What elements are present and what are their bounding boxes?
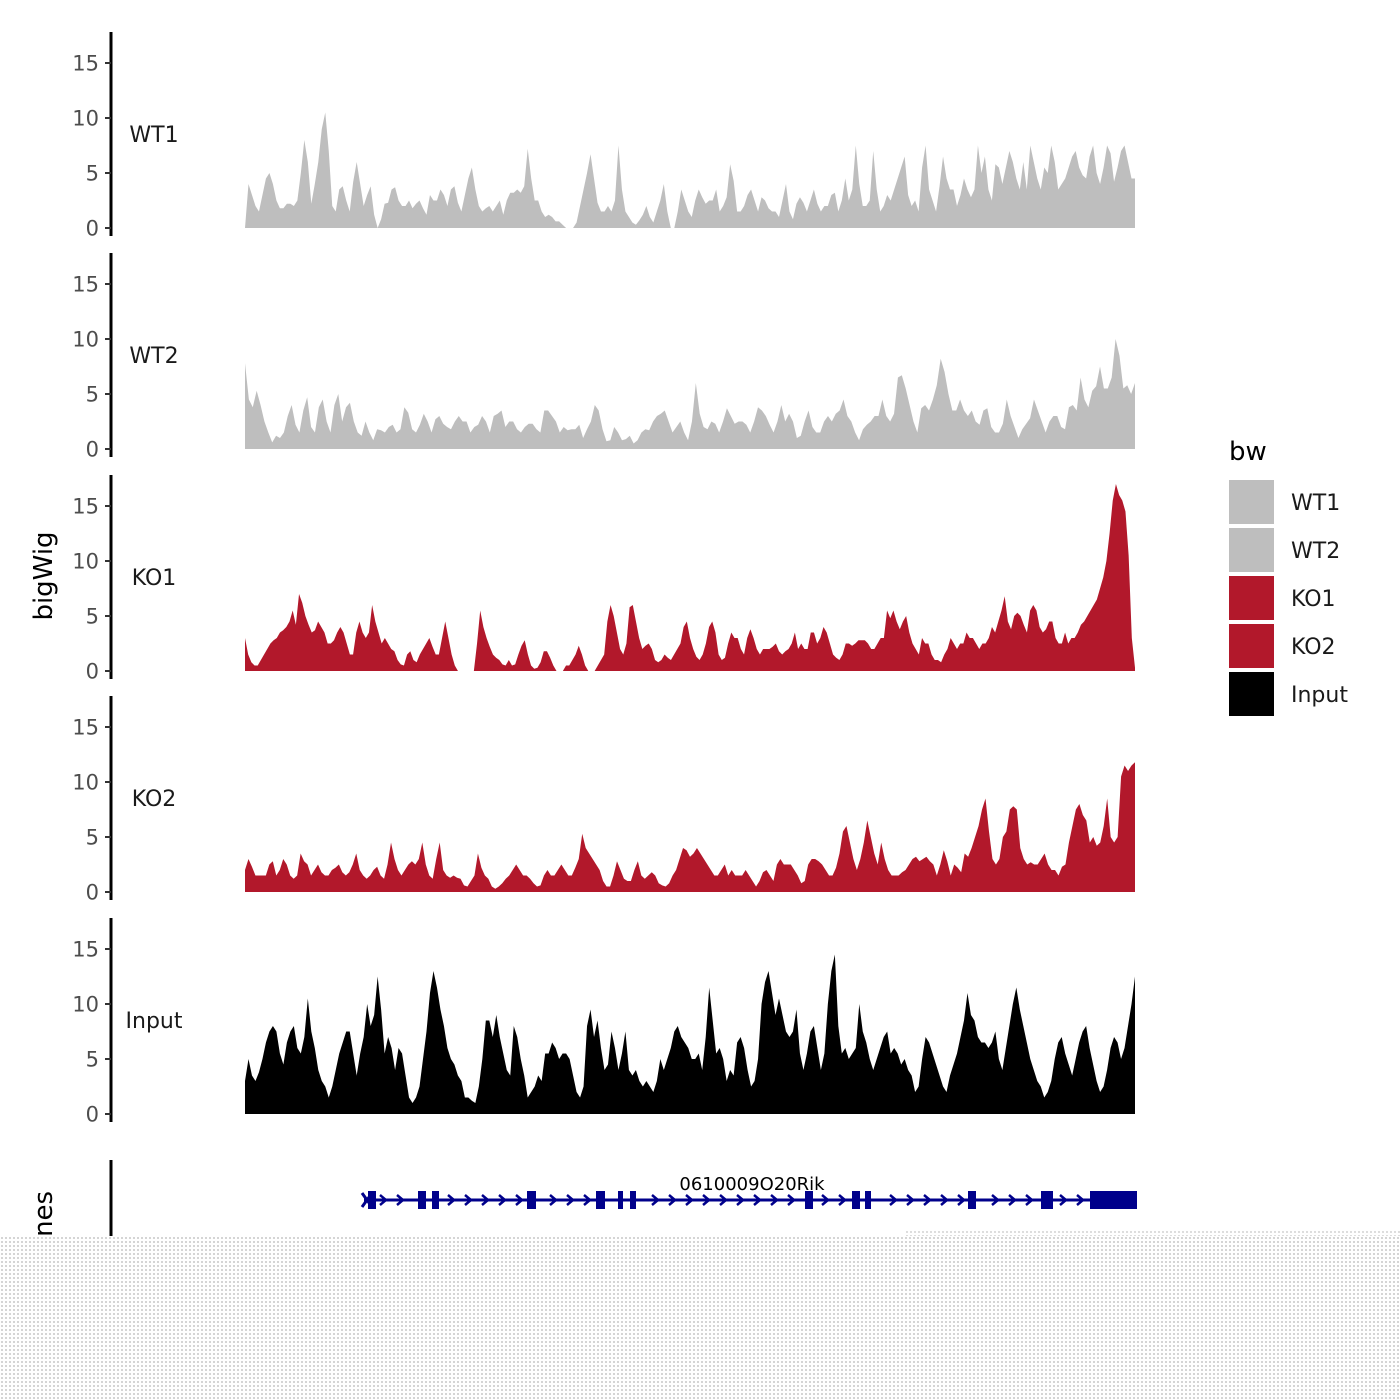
strand-arrow xyxy=(736,1194,745,1206)
strand-arrow xyxy=(583,1194,592,1206)
track-ko1: 0 5 10 15 KO1 xyxy=(72,475,1135,684)
gene-exon xyxy=(1041,1191,1053,1209)
track-label-ko2: KO2 xyxy=(132,787,177,812)
track-label-wt1: WT1 xyxy=(129,123,178,148)
gene-exon xyxy=(630,1191,636,1209)
strand-arrow xyxy=(957,1194,966,1206)
y-tick-label: 15 xyxy=(72,938,99,962)
area-ko2 xyxy=(245,762,1135,892)
y-tick-label: 0 xyxy=(86,881,99,905)
y-tick-label: 5 xyxy=(86,383,99,407)
strand-arrow xyxy=(1008,1194,1017,1206)
gene-exon xyxy=(865,1191,871,1209)
track-wt1: 0 5 10 15 WT1 xyxy=(72,32,1135,241)
dither-overlay-edge xyxy=(905,1230,1400,1238)
y-tick-label: 10 xyxy=(72,993,99,1017)
strand-arrow xyxy=(685,1194,694,1206)
coverage-tracks: 0 5 10 15 WT1 0 5 10 15 WT2 0 5 10 15 KO1 0 5 10 15 KO2 0 5 10… xyxy=(72,32,1135,1127)
y-tick-label: 15 xyxy=(72,52,99,76)
y-tick-label: 5 xyxy=(86,162,99,186)
y-tick-label: 10 xyxy=(72,771,99,795)
track-input: 0 5 10 15 Input xyxy=(72,918,1135,1127)
gene-model-0610009O20Rik xyxy=(360,1191,1137,1209)
strand-arrow xyxy=(770,1194,779,1206)
strand-arrow xyxy=(651,1194,660,1206)
y-tick-label: 10 xyxy=(72,107,99,131)
legend: bw WT1 WT2 KO1 KO2 Input xyxy=(1229,437,1348,716)
strand-arrow xyxy=(549,1194,558,1206)
legend-key-wt1 xyxy=(1229,480,1274,524)
y-tick-label: 5 xyxy=(86,1048,99,1072)
area-ko1 xyxy=(245,484,1135,671)
area-input xyxy=(245,954,1135,1114)
y-tick-label: 15 xyxy=(72,716,99,740)
strand-arrow xyxy=(498,1194,507,1206)
gene-exon xyxy=(596,1191,605,1209)
y-tick-label: 15 xyxy=(72,273,99,297)
strand-arrow xyxy=(821,1194,830,1206)
y-tick-label: 5 xyxy=(86,605,99,629)
strand-arrow xyxy=(481,1194,490,1206)
strand-arrow xyxy=(702,1194,711,1206)
gene-exon xyxy=(805,1191,813,1209)
gene-exon xyxy=(527,1191,536,1209)
strand-arrow xyxy=(940,1194,949,1206)
strand-arrow xyxy=(889,1194,898,1206)
y-tick-label: 0 xyxy=(86,660,99,684)
legend-key-ko2 xyxy=(1229,624,1274,668)
strand-arrow xyxy=(464,1194,473,1206)
gene-exon xyxy=(618,1191,623,1209)
legend-key-input xyxy=(1229,672,1274,716)
gene-exon xyxy=(432,1191,439,1209)
strand-arrow xyxy=(447,1194,456,1206)
strand-arrow xyxy=(1059,1194,1068,1206)
y-tick-label: 5 xyxy=(86,826,99,850)
strand-arrow xyxy=(1076,1194,1085,1206)
gene-exon xyxy=(852,1191,860,1209)
strand-arrow xyxy=(838,1194,847,1206)
track-label-wt2: WT2 xyxy=(129,344,178,369)
y-axis-title: bigWig xyxy=(29,531,59,620)
strand-arrow xyxy=(396,1194,405,1206)
track-ko2: 0 5 10 15 KO2 xyxy=(72,696,1135,905)
track-label-ko1: KO1 xyxy=(132,566,177,591)
y-tick-label: 0 xyxy=(86,438,99,462)
legend-label-wt2: WT2 xyxy=(1291,539,1340,564)
gene-exon xyxy=(368,1191,376,1209)
legend-label-wt1: WT1 xyxy=(1291,491,1340,516)
strand-arrow xyxy=(753,1194,762,1206)
strand-arrow xyxy=(566,1194,575,1206)
strand-arrow xyxy=(719,1194,728,1206)
strand-arrow xyxy=(906,1194,915,1206)
area-wt1 xyxy=(245,112,1135,228)
strand-arrow xyxy=(787,1194,796,1206)
strand-arrow xyxy=(991,1194,1000,1206)
gene-exon xyxy=(418,1191,426,1209)
track-label-input: Input xyxy=(126,1009,183,1034)
y-tick-label: 15 xyxy=(72,495,99,519)
legend-label-input: Input xyxy=(1291,683,1348,708)
legend-label-ko1: KO1 xyxy=(1291,587,1336,612)
strand-arrow xyxy=(515,1194,524,1206)
area-wt2 xyxy=(245,339,1135,449)
dither-overlay xyxy=(0,1236,1400,1400)
legend-key-wt2 xyxy=(1229,528,1274,572)
y-tick-label: 10 xyxy=(72,550,99,574)
strand-arrow xyxy=(1025,1194,1034,1206)
track-wt2: 0 5 10 15 WT2 xyxy=(72,253,1135,462)
gene-exon xyxy=(968,1191,976,1209)
legend-label-ko2: KO2 xyxy=(1291,635,1336,660)
legend-key-ko1 xyxy=(1229,576,1274,620)
strand-arrow xyxy=(379,1194,388,1206)
legend-title: bw xyxy=(1229,437,1267,467)
y-tick-label: 0 xyxy=(86,1103,99,1127)
gene-label: 0610009O20Rik xyxy=(679,1174,825,1195)
strand-arrow xyxy=(923,1194,932,1206)
y-tick-label: 10 xyxy=(72,328,99,352)
y-tick-label: 0 xyxy=(86,217,99,241)
gene-exon xyxy=(1090,1191,1137,1209)
strand-arrow xyxy=(668,1194,677,1206)
